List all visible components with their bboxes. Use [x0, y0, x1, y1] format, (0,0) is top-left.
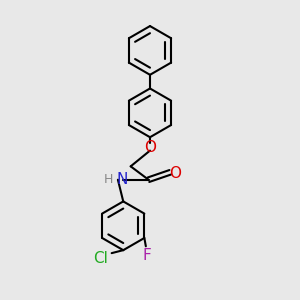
- Text: Cl: Cl: [93, 251, 108, 266]
- Text: N: N: [116, 172, 128, 187]
- Text: O: O: [169, 166, 181, 181]
- Text: H: H: [104, 173, 113, 186]
- Text: F: F: [142, 248, 151, 263]
- Text: O: O: [144, 140, 156, 154]
